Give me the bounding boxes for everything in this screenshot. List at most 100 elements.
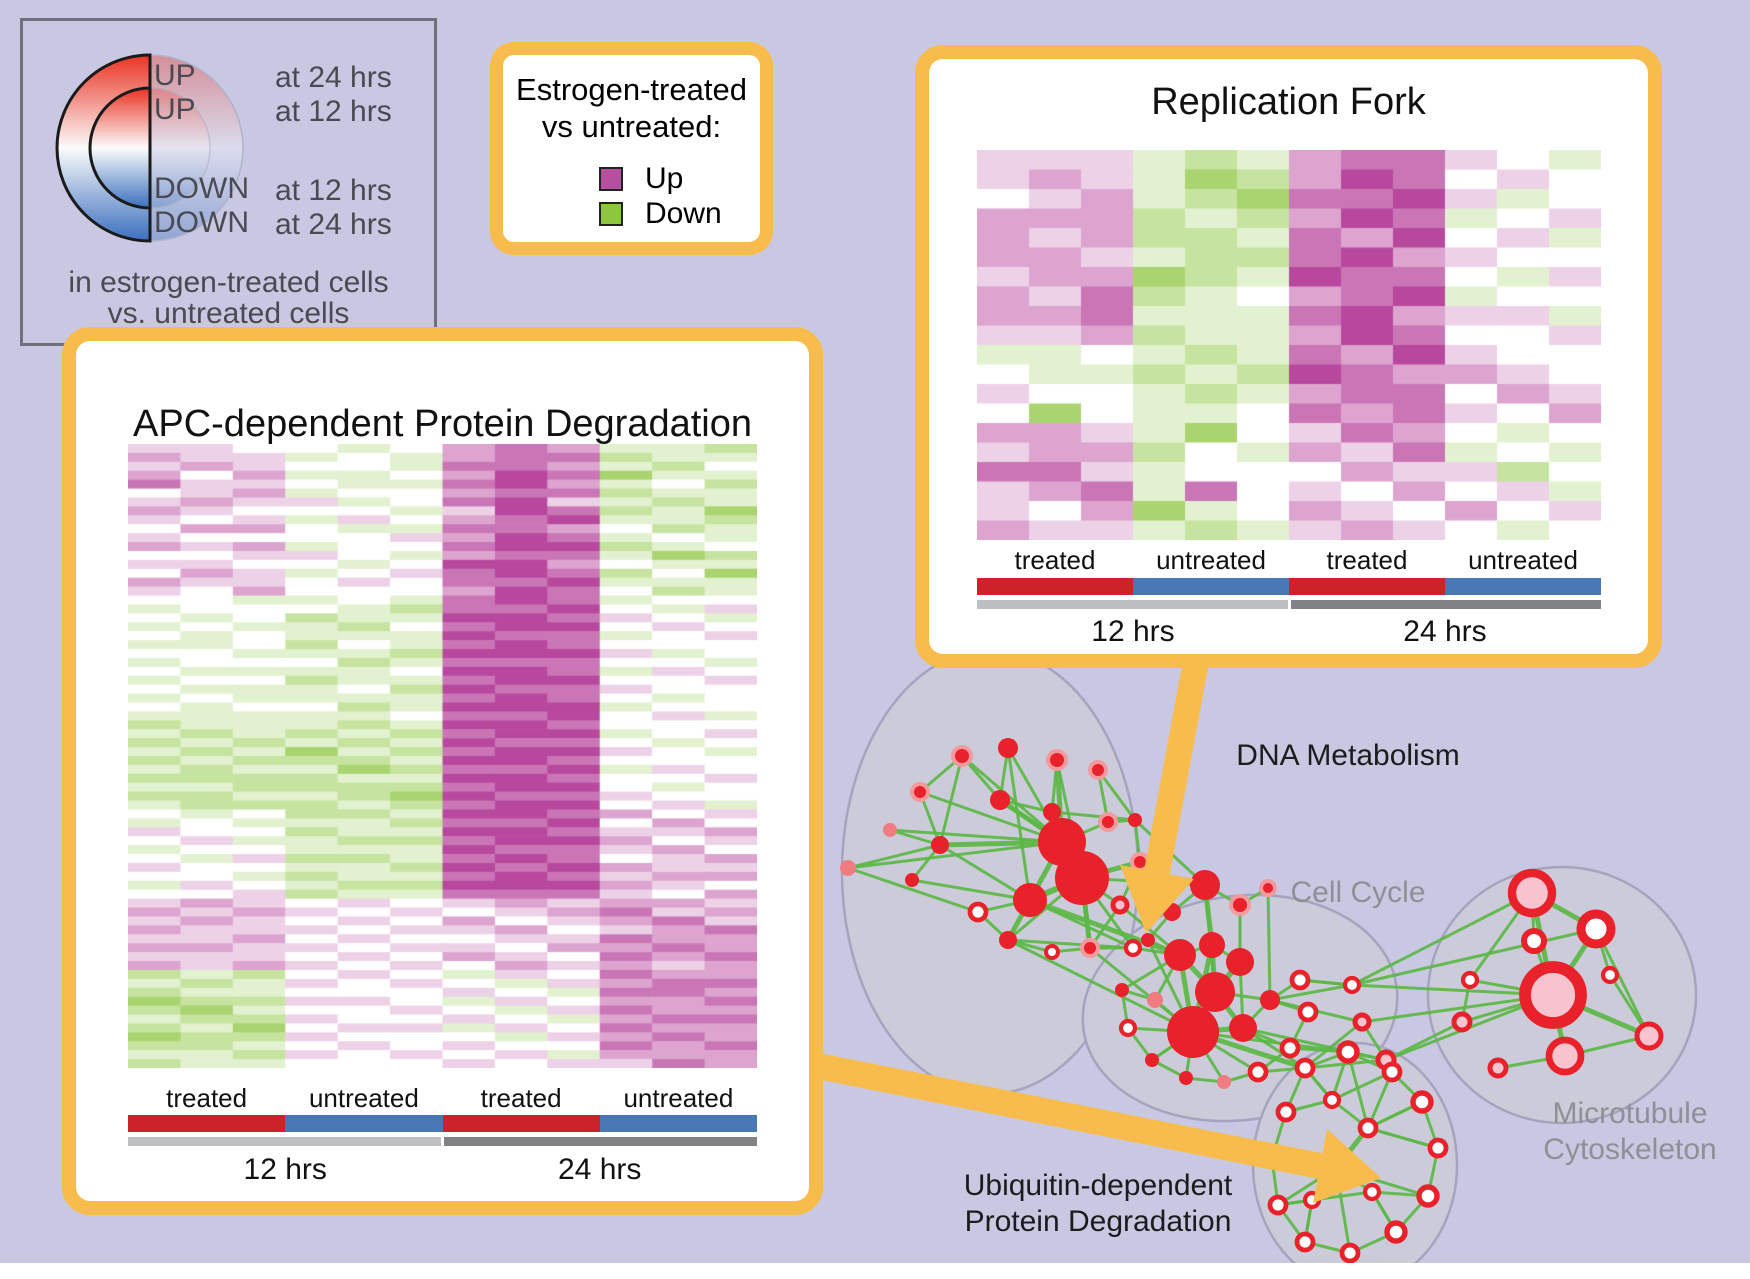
network-node xyxy=(1123,938,1143,958)
untreated-bar xyxy=(1445,578,1601,595)
network-node xyxy=(1167,1006,1219,1058)
apc-group-labels: treated untreated treated untreated xyxy=(128,1083,757,1114)
network-node xyxy=(1352,1012,1372,1032)
network-edge xyxy=(1027,897,1183,958)
network-node xyxy=(1229,1014,1257,1042)
updown-circle-legend: UP UP DOWN DOWN at 24 hrs at 12 hrs at 1… xyxy=(20,18,437,346)
legend-time-label: at 12 hrs xyxy=(275,174,392,207)
network-edge xyxy=(1268,983,1354,1002)
network-edge xyxy=(1594,927,1651,1038)
network-node xyxy=(1199,932,1225,958)
network-edge xyxy=(1366,1126,1440,1150)
down-label: Down xyxy=(645,197,722,230)
network-node xyxy=(1190,870,1220,900)
network-node xyxy=(1289,969,1311,991)
cluster-label-text: Cell Cycle xyxy=(1290,876,1426,909)
cluster-label-text: Microtubule xyxy=(1552,1097,1708,1130)
legend-time-label: at 24 hrs xyxy=(275,61,392,94)
network-node xyxy=(931,836,949,854)
legend-up-12-label: UP xyxy=(154,93,196,126)
legend-time-label: at 12 hrs xyxy=(275,95,392,128)
network-node xyxy=(1427,1137,1449,1159)
network-edge xyxy=(1050,810,1137,822)
apc-heatmap-panel: APC-dependent Protein Degradation treate… xyxy=(62,327,823,1215)
network-node xyxy=(1038,818,1086,866)
treated-bar xyxy=(442,1115,600,1132)
treated-bar xyxy=(1289,578,1445,595)
network-node xyxy=(967,901,989,923)
network-edge xyxy=(1303,1058,1388,1070)
network-node xyxy=(1521,928,1547,954)
network-edge xyxy=(1350,927,1598,987)
network-node xyxy=(1634,1021,1664,1051)
network-node xyxy=(1381,1061,1403,1083)
network-node xyxy=(1297,1001,1319,1023)
network-edge xyxy=(938,843,1032,902)
network-edge xyxy=(1006,746,1032,902)
time-12hrs-bar xyxy=(977,600,1288,609)
network-node xyxy=(1460,970,1480,990)
untreated-label: untreated xyxy=(1468,545,1578,575)
network-node xyxy=(883,823,897,837)
apc-time-labels: 12 hrs 24 hrs xyxy=(128,1153,757,1187)
cluster-label-cell-cycle: Cell Cycle xyxy=(1058,875,1658,911)
cluster-label-text: DNA Metabolism xyxy=(1236,739,1460,772)
network-node xyxy=(1046,749,1068,771)
network-node xyxy=(1128,813,1142,827)
untreated-label: untreated xyxy=(1156,545,1266,575)
network-node xyxy=(1247,1061,1269,1083)
network-node xyxy=(951,745,973,767)
network-node xyxy=(1545,1036,1585,1076)
network-edge xyxy=(846,866,980,914)
bottom-margin-strip xyxy=(0,1263,1750,1279)
network-node xyxy=(1342,975,1362,995)
cluster-label-dna-metabolism: DNA Metabolism xyxy=(1048,738,1648,774)
replication-fork-panel: Replication Fork treated untreated treat… xyxy=(915,45,1662,668)
network-node xyxy=(1600,965,1620,985)
legend-down-24-label: DOWN xyxy=(154,206,249,239)
network-node xyxy=(1576,909,1616,949)
rf-time-bars xyxy=(977,600,1601,609)
network-node xyxy=(1507,868,1557,918)
cluster-label-microtubule-cytoskeleton: Microtubule Cytoskeleton xyxy=(1330,1096,1750,1168)
network-node xyxy=(1195,972,1235,1012)
network-node xyxy=(1519,961,1587,1029)
network-node xyxy=(1267,1194,1289,1216)
network-node xyxy=(1336,1040,1360,1064)
legend-down-12-label: DOWN xyxy=(154,172,249,205)
rf-group-labels: treated untreated treated untreated xyxy=(977,545,1601,576)
network-node xyxy=(1226,948,1254,976)
network-node xyxy=(1115,983,1129,997)
network-node xyxy=(1217,1075,1231,1089)
cluster-label-text: Ubiquitin-dependent xyxy=(963,1169,1233,1202)
network-node xyxy=(1110,895,1130,915)
network-node xyxy=(1043,803,1061,821)
network-node xyxy=(1044,944,1060,960)
arrowhead-icon xyxy=(1120,865,1194,933)
time-12hrs-label: 12 hrs xyxy=(243,1153,327,1186)
network-node xyxy=(1384,1220,1408,1244)
time-24hrs-bar xyxy=(444,1137,757,1146)
network-edge xyxy=(1191,1030,1350,1054)
replication-fork-heatmap xyxy=(977,150,1601,540)
network-edge xyxy=(888,828,1064,844)
apc-condition-bars xyxy=(128,1115,757,1132)
network-edge xyxy=(918,790,1064,844)
treated-label: treated xyxy=(1014,545,1096,575)
cluster-label-text: Protein Degradation xyxy=(964,1205,1232,1238)
apc-time-bars xyxy=(128,1137,757,1146)
network-node xyxy=(1339,1242,1361,1264)
untreated-label: untreated xyxy=(308,1083,419,1113)
untreated-bar xyxy=(1133,578,1289,595)
untreated-bar xyxy=(285,1115,443,1132)
network-node xyxy=(1164,939,1196,971)
network-node xyxy=(1294,1057,1316,1079)
network-edge xyxy=(1350,891,1534,987)
network-node xyxy=(1294,1231,1316,1253)
treated-bar xyxy=(977,578,1133,595)
untreated-bar xyxy=(599,1115,757,1132)
arrow-apc-to-ubiquitin xyxy=(815,1053,1323,1179)
apc-heatmap xyxy=(128,444,757,1068)
network-node xyxy=(990,790,1010,810)
